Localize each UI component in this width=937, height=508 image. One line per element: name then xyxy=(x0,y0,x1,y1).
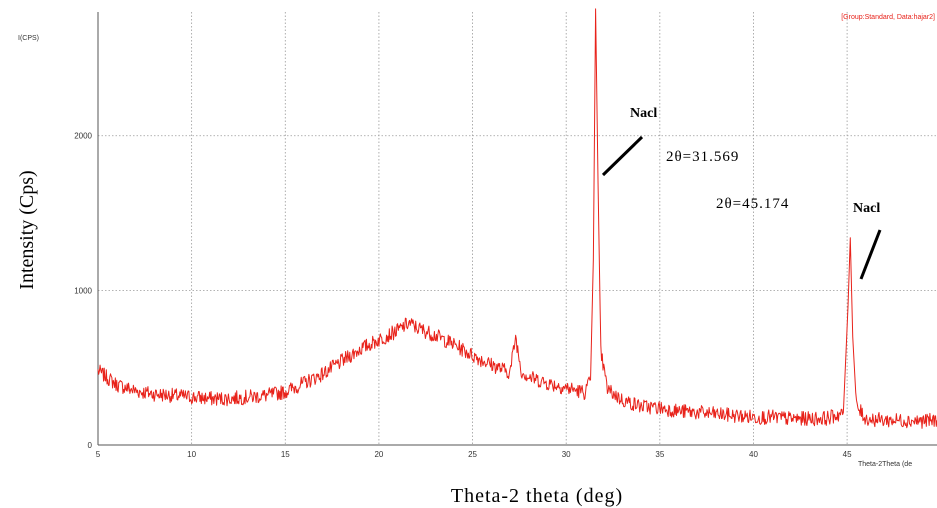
x-tick-label: 20 xyxy=(374,450,383,459)
grid-lines xyxy=(98,12,937,445)
x-tick-label: 35 xyxy=(655,450,664,459)
axes xyxy=(97,12,937,446)
peak-annotations: Nacl 2θ=31.569 2θ=45.174 Nacl xyxy=(601,106,882,280)
peak1-pointer xyxy=(601,135,644,177)
x-tick-label: 30 xyxy=(562,450,571,459)
series-line-0 xyxy=(97,8,937,429)
tick-labels: 5 10 15 20 25 30 35 40 45 0 1000 2000 xyxy=(74,132,852,459)
y-tick-label: 0 xyxy=(88,441,93,450)
x-tick-label: 45 xyxy=(843,450,852,459)
peak1-label: Nacl xyxy=(630,106,657,121)
y-unit-label: I(CPS) xyxy=(18,35,39,42)
y-axis-title: Intensity (Cps) xyxy=(16,170,38,289)
peak1-value: 2θ=31.569 xyxy=(666,149,739,165)
header-note: [Group:Standard, Data:hajar2] xyxy=(841,14,935,21)
x-tick-label: 10 xyxy=(187,450,196,459)
x-tick-label: 15 xyxy=(281,450,290,459)
y-tick-label: 1000 xyxy=(74,286,92,295)
x-axis-caption: Theta-2Theta (de xyxy=(858,461,912,468)
x-tick-label: 40 xyxy=(749,450,758,459)
peak2-label: Nacl xyxy=(853,201,880,216)
x-axis-title: Theta-2 theta (deg) xyxy=(451,485,623,507)
data-series xyxy=(97,8,937,429)
y-tick-label: 2000 xyxy=(74,132,92,141)
peak2-value: 2θ=45.174 xyxy=(716,196,789,212)
x-tick-label: 25 xyxy=(468,450,477,459)
x-tick-label: 5 xyxy=(96,450,101,459)
peak2-pointer xyxy=(859,229,882,280)
